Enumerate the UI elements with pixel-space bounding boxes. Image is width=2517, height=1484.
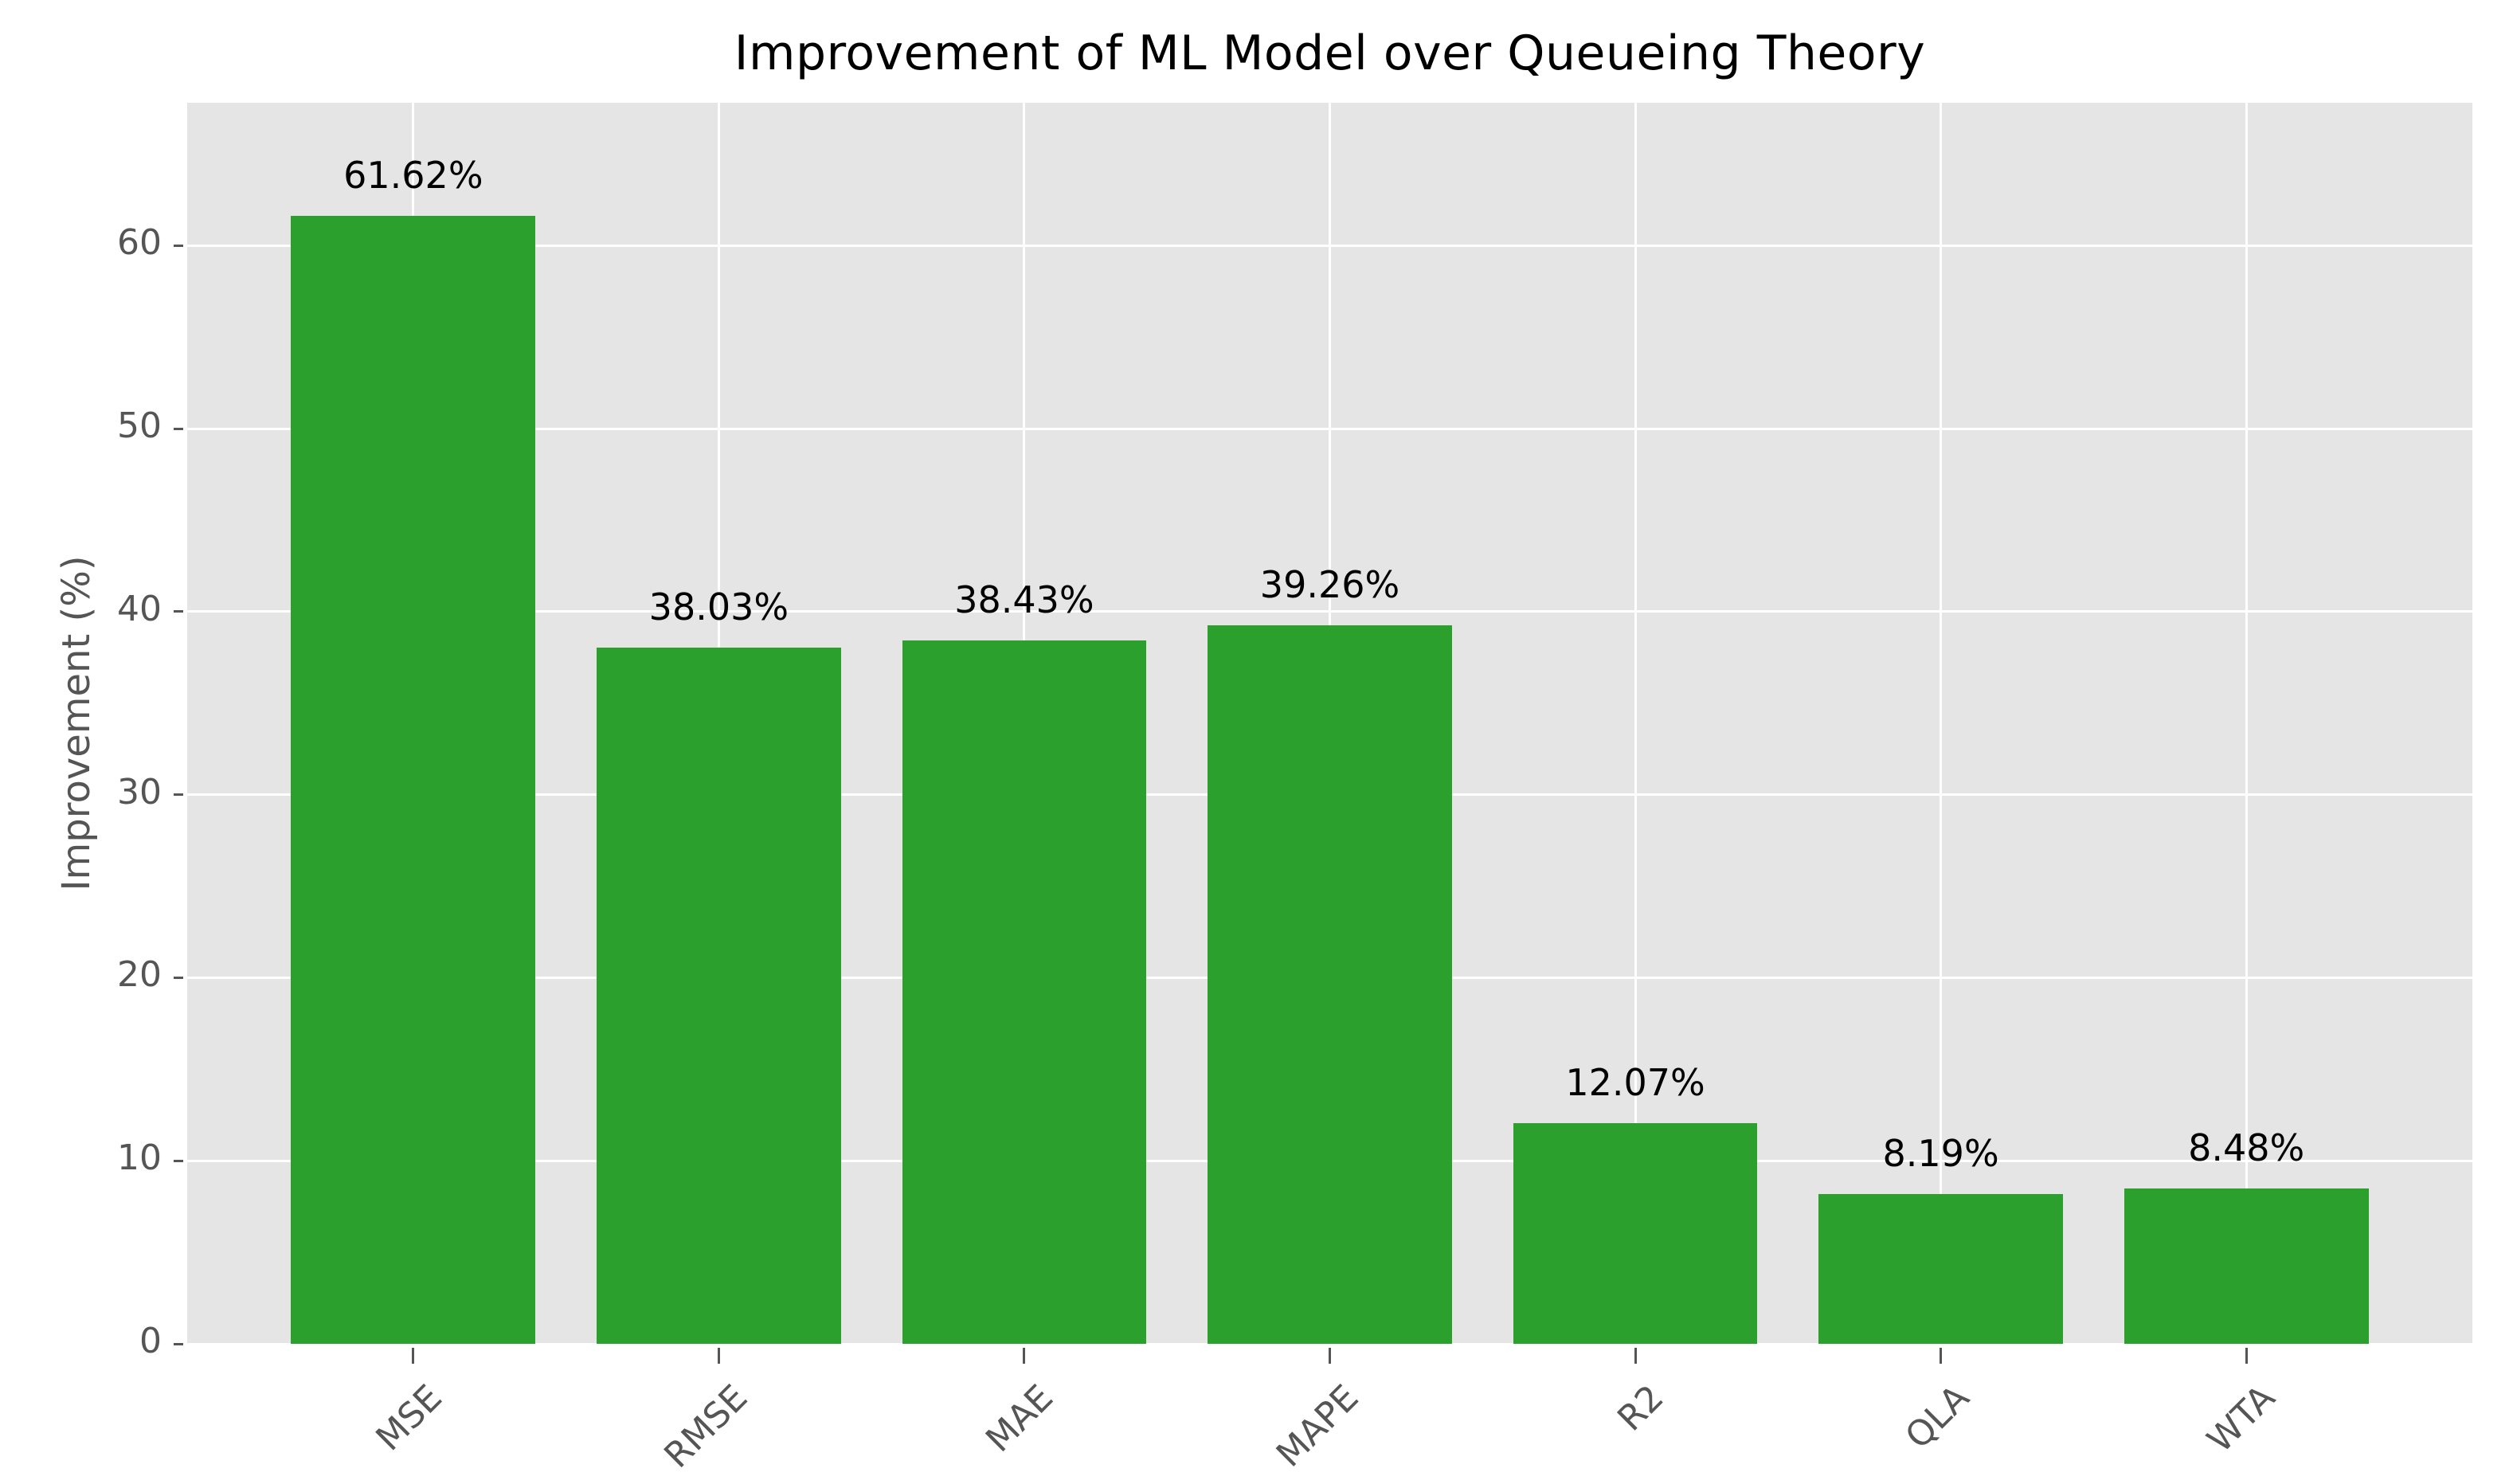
x-tick-mark (1329, 1348, 1331, 1364)
y-tick-mark (174, 1342, 183, 1345)
bar-mse (291, 216, 536, 1344)
bar-mae (902, 640, 1147, 1344)
bar-value-label: 38.43% (954, 578, 1094, 621)
x-tick-mark (1023, 1348, 1026, 1364)
vertical-gridline (2245, 103, 2248, 1344)
y-tick-mark (174, 793, 183, 797)
x-tick-label: MAE (978, 1377, 1062, 1460)
bar-value-label: 61.62% (343, 154, 483, 197)
x-tick-mark (2245, 1348, 2248, 1364)
x-tick-label: R2 (1610, 1377, 1673, 1439)
chart-title: Improvement of ML Model over Queueing Th… (734, 25, 1926, 81)
x-tick-mark (412, 1348, 415, 1364)
bar-mape (1208, 625, 1452, 1344)
y-tick-label: 50 (117, 405, 162, 447)
y-tick-mark (174, 610, 183, 613)
x-tick-label: QLA (1897, 1377, 1978, 1457)
x-tick-mark (1634, 1348, 1637, 1364)
x-tick-mark (1940, 1348, 1943, 1364)
x-tick-label: MAPE (1268, 1377, 1367, 1475)
bar-r2 (1513, 1122, 1758, 1344)
bar-value-label: 39.26% (1259, 562, 1400, 606)
y-tick-label: 10 (117, 1137, 162, 1179)
bar-value-label: 8.19% (1882, 1131, 1999, 1175)
y-tick-mark (174, 1159, 183, 1162)
bar-value-label: 12.07% (1565, 1060, 1705, 1104)
y-tick-label: 60 (117, 222, 162, 264)
vertical-gridline (1634, 103, 1637, 1344)
bar-wta (2124, 1188, 2369, 1344)
y-tick-label: 30 (117, 771, 162, 812)
y-tick-mark (174, 976, 183, 979)
y-axis-label: Improvement (%) (54, 555, 99, 891)
bar-qla (1818, 1193, 2064, 1344)
bar-value-label: 38.03% (648, 585, 789, 629)
horizontal-gridline (187, 1342, 2472, 1345)
x-tick-label: WTA (2199, 1377, 2284, 1461)
bar-rmse (596, 648, 841, 1344)
y-tick-mark (174, 427, 183, 430)
x-tick-mark (717, 1348, 720, 1364)
x-tick-label: RMSE (656, 1377, 756, 1476)
y-tick-label: 20 (117, 954, 162, 996)
y-tick-mark (174, 244, 183, 247)
y-tick-label: 40 (117, 588, 162, 629)
vertical-gridline (1940, 103, 1943, 1344)
bar-value-label: 8.48% (2188, 1126, 2305, 1170)
x-tick-label: MSE (368, 1377, 450, 1459)
y-tick-label: 0 (139, 1321, 162, 1361)
